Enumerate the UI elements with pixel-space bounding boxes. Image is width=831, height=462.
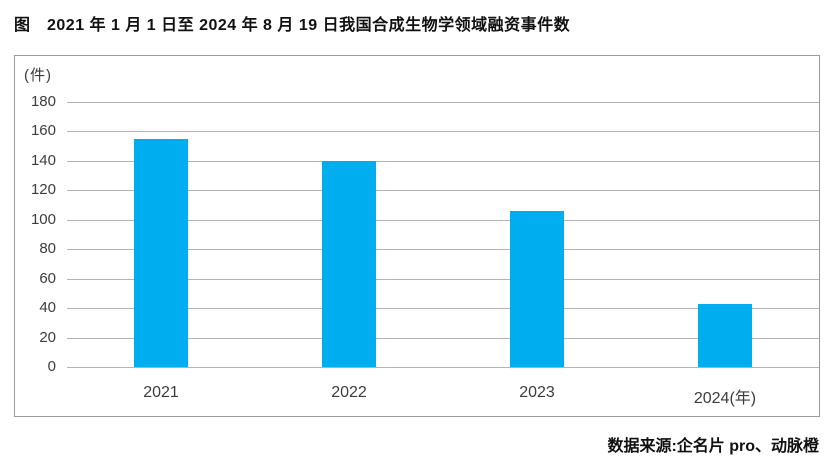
gridline xyxy=(67,308,819,310)
y-axis-tick-label: 100 xyxy=(30,210,56,228)
gridline xyxy=(67,219,819,221)
chart-plot: (件) 0 20 40 60 80 100 120 140 160 180 2021 2022 2023… xyxy=(14,55,820,417)
y-axis-tick-label: 140 xyxy=(30,151,56,169)
y-axis-unit-label: (件) xyxy=(24,67,52,84)
bar-2022 xyxy=(322,160,376,367)
bar-2024 xyxy=(698,303,752,367)
gridline xyxy=(67,367,819,368)
figure-title: 图 2021 年 1 月 1 日至 2024 年 8 月 19 日我国合成生物学… xyxy=(14,17,571,34)
x-axis-tick-label: 2023 xyxy=(519,384,555,401)
gridline xyxy=(67,249,819,251)
bar-2023 xyxy=(510,210,564,367)
y-axis-tick-label: 120 xyxy=(30,181,56,199)
y-axis-tick-label: 80 xyxy=(39,240,56,258)
gridline xyxy=(67,131,819,133)
y-axis-tick-label: 0 xyxy=(47,358,56,375)
x-axis-tick-label: 2024(年) xyxy=(693,390,757,407)
y-axis-tick-label: 180 xyxy=(30,93,56,110)
bar-2021 xyxy=(134,138,188,367)
gridline xyxy=(67,337,819,339)
gridline xyxy=(67,160,819,162)
data-source-note: 数据来源:企名片 pro、动脉橙 xyxy=(607,438,819,455)
gridline xyxy=(67,190,819,192)
x-axis-tick-label: 2021 xyxy=(143,384,179,401)
gridline xyxy=(67,102,819,103)
y-axis-tick-label: 20 xyxy=(39,328,56,346)
gridline xyxy=(67,278,819,280)
y-axis-tick-label: 60 xyxy=(39,269,56,287)
y-axis-tick-label: 40 xyxy=(39,299,56,317)
y-axis-tick-label: 160 xyxy=(30,122,56,140)
x-axis-tick-label: 2022 xyxy=(331,384,367,401)
